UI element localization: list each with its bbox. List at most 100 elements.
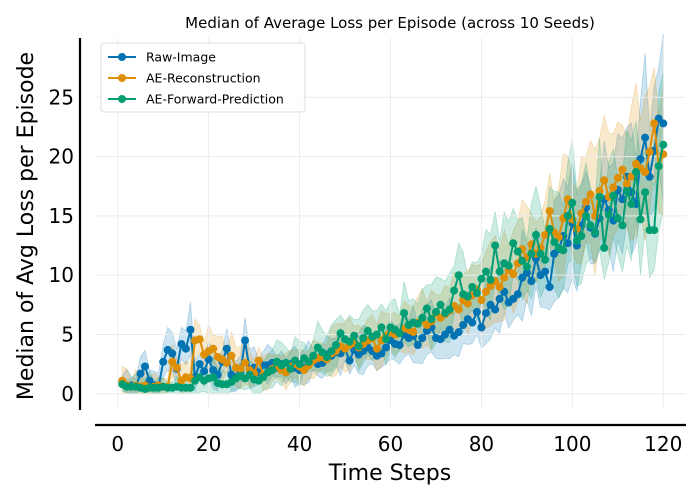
ae-reconstruction-point: [463, 299, 472, 308]
ae-forward-prediction-point: [582, 211, 590, 220]
chart-title: Median of Average Loss per Episode (acro…: [185, 14, 595, 32]
raw-image-point: [159, 357, 168, 366]
ae-reconstruction-point: [618, 165, 627, 174]
ae-reconstruction-point: [572, 224, 581, 233]
ae-forward-prediction-point: [345, 337, 354, 346]
y-tick-label: 10: [49, 263, 74, 287]
raw-image-point: [477, 323, 486, 332]
raw-image-point: [513, 290, 522, 299]
ae-forward-prediction-point: [336, 329, 345, 338]
ae-reconstruction-point: [195, 335, 204, 344]
raw-image-point: [641, 133, 650, 142]
ae-forward-prediction-point: [436, 300, 445, 309]
x-tick-label: 0: [111, 432, 124, 456]
ae-forward-prediction-point: [654, 162, 663, 171]
raw-image-point: [186, 325, 195, 334]
legend-swatch-marker: [118, 74, 126, 82]
y-tick-label: 25: [49, 85, 74, 109]
ae-forward-prediction-point: [491, 241, 500, 250]
ae-reconstruction-point: [586, 190, 595, 199]
raw-image-point: [495, 294, 504, 303]
ae-forward-prediction-point: [454, 271, 463, 280]
ae-forward-prediction-point: [400, 309, 409, 318]
legend-swatch-marker: [118, 95, 126, 103]
ae-forward-prediction-point: [363, 326, 372, 335]
ae-forward-prediction-point: [609, 191, 618, 200]
y-tick-label: 15: [49, 204, 74, 228]
legend: Raw-Image AE-Reconstruction AE-Forward-Pre…: [100, 42, 306, 113]
raw-image-point: [141, 362, 149, 371]
ae-forward-prediction-point: [641, 188, 650, 197]
legend-label: AE-Reconstruction: [146, 71, 261, 86]
raw-image-point: [541, 267, 550, 276]
raw-image-point: [200, 367, 209, 376]
raw-image-point: [482, 309, 490, 318]
ae-reconstruction-point: [545, 207, 554, 216]
ae-reconstruction-point: [650, 119, 659, 128]
x-axis-label: Time Steps: [328, 461, 451, 486]
ae-forward-prediction-point: [541, 255, 550, 264]
ae-reconstruction-point: [372, 344, 381, 353]
ae-reconstruction-point: [595, 187, 604, 195]
ae-forward-prediction-point: [327, 347, 336, 356]
ae-forward-prediction-point: [304, 357, 313, 366]
ae-reconstruction-point: [645, 147, 654, 156]
ae-forward-prediction-point: [545, 224, 554, 233]
ae-reconstruction-point: [509, 270, 518, 278]
raw-image-point: [563, 239, 572, 248]
ae-forward-prediction-point: [281, 358, 290, 367]
ae-reconstruction-point: [641, 168, 650, 176]
ae-forward-prediction-point: [331, 341, 340, 350]
ae-reconstruction-point: [236, 364, 245, 373]
ae-forward-prediction-point: [504, 261, 513, 270]
ae-forward-prediction-point: [632, 168, 640, 176]
ae-forward-prediction-point: [209, 373, 218, 382]
axes: [78, 38, 686, 427]
ae-forward-prediction-point: [432, 307, 440, 316]
ae-forward-prediction-point: [636, 215, 645, 224]
ae-forward-prediction-point: [309, 351, 318, 360]
ae-reconstruction-point: [227, 351, 236, 360]
legend-label: Raw-Image: [146, 50, 216, 65]
ae-reconstruction-point: [622, 179, 631, 188]
raw-image-point: [522, 268, 531, 277]
ae-forward-prediction-point: [563, 211, 572, 220]
ae-forward-prediction-point: [600, 243, 609, 252]
ae-reconstruction-point: [477, 296, 486, 305]
ae-reconstruction-point: [209, 344, 218, 353]
ae-reconstruction-point: [495, 283, 504, 291]
ae-forward-prediction-point: [186, 383, 195, 392]
ae-reconstruction-point: [609, 183, 618, 192]
ae-forward-prediction-point: [650, 226, 659, 235]
raw-image-point: [136, 369, 145, 378]
raw-image-point: [418, 334, 427, 342]
ae-reconstruction-point: [600, 176, 609, 185]
ae-forward-prediction-point: [482, 267, 490, 276]
ae-forward-prediction-point: [522, 262, 531, 271]
raw-image-point: [468, 318, 477, 327]
ae-forward-prediction-point: [509, 239, 518, 248]
ae-forward-prediction-point: [350, 331, 359, 340]
ae-reconstruction-point: [241, 358, 249, 367]
ae-forward-prediction-point: [472, 289, 481, 297]
raw-image-point: [222, 344, 231, 353]
ae-reconstruction-point: [482, 287, 490, 296]
ae-reconstruction-point: [500, 273, 509, 282]
ae-forward-prediction-point: [536, 249, 545, 258]
raw-image-point: [345, 356, 354, 365]
ae-forward-prediction-point: [595, 192, 604, 201]
ae-forward-prediction-point: [495, 267, 504, 276]
raw-image-point: [413, 341, 422, 350]
ae-reconstruction-point: [168, 357, 177, 366]
ae-reconstruction-point: [222, 358, 231, 367]
ae-forward-prediction-point: [422, 304, 431, 313]
ae-forward-prediction-point: [413, 319, 422, 328]
ae-forward-prediction-point: [359, 334, 368, 342]
ae-forward-prediction-point: [659, 140, 668, 149]
raw-image-point: [527, 277, 536, 286]
ae-reconstruction-point: [454, 305, 463, 314]
ae-forward-prediction-point: [627, 200, 636, 208]
ae-forward-prediction-point: [577, 232, 586, 240]
x-tick-label: 20: [196, 432, 221, 456]
